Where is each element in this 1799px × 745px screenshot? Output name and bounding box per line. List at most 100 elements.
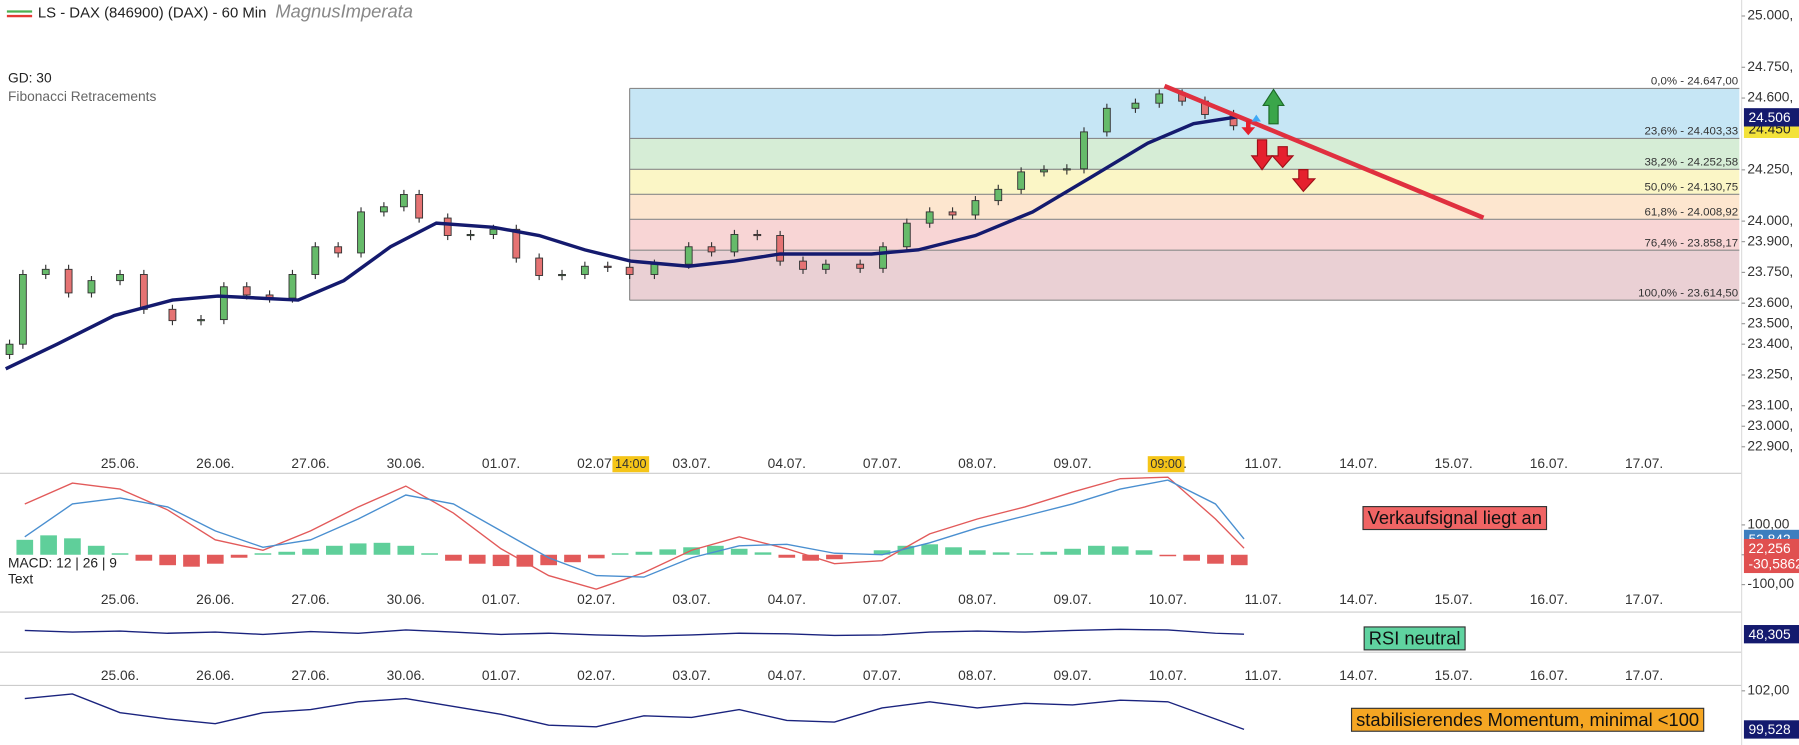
- candle: [357, 211, 365, 254]
- x-tick-label: 03.07.: [672, 456, 710, 471]
- y-tick-label: 23.100,: [1747, 397, 1793, 412]
- candle: [64, 268, 73, 294]
- histogram-bar: [1111, 546, 1129, 555]
- moving-average: [4, 114, 1240, 371]
- fib-label: 0,0% - 24.647,00: [1651, 76, 1738, 88]
- x-tick-label: 27.06.: [291, 456, 329, 471]
- candle: [1080, 131, 1088, 170]
- x-tick-label: 17.07.: [1625, 456, 1663, 471]
- candle: [116, 274, 124, 282]
- histogram-bar: [778, 554, 796, 558]
- candle: [730, 234, 739, 253]
- histogram-bar: [754, 552, 772, 555]
- histogram-bar: [707, 545, 724, 555]
- x-tick-label: 30.06.: [387, 456, 425, 471]
- y-tick-label: 100,00: [1747, 517, 1789, 532]
- candle: [139, 274, 148, 310]
- arrow-down-small: [1241, 120, 1256, 136]
- trend-line: [1163, 83, 1485, 220]
- histogram-bar: [254, 553, 272, 555]
- x-tick-label: 30.06.: [387, 668, 425, 683]
- arrow-down: [1250, 139, 1274, 171]
- histogram-bar: [326, 545, 343, 555]
- candle: [87, 280, 96, 294]
- candle: [535, 257, 544, 276]
- histogram-bar: [302, 548, 319, 555]
- candle: [5, 343, 14, 355]
- tags-layer: 14:0009:0024.45024.50652,84222,256-30,58…: [612, 108, 1799, 739]
- x-tick-label: 27.06.: [291, 592, 329, 607]
- candle: [994, 188, 1003, 202]
- candle: [776, 235, 785, 262]
- x-tick-label: 02.07.: [577, 456, 615, 471]
- histogram-bar: [111, 553, 129, 555]
- price-tag: [1743, 108, 1799, 127]
- y-tick-label: 24.000,: [1747, 213, 1793, 228]
- macd-legend: MACD: 12 | 26 | 9: [8, 556, 117, 571]
- y-tick-label: 24.250,: [1747, 161, 1793, 176]
- histogram-bar: [945, 547, 962, 555]
- macd-line: [24, 476, 1245, 590]
- y-tick-label: 24.750,: [1747, 59, 1793, 74]
- fib-band: [629, 138, 1740, 170]
- x-tick-label: 09.07.: [1053, 592, 1091, 607]
- y-tick-label: 23.500,: [1747, 315, 1793, 330]
- x-tick-label: 01.07.: [482, 592, 520, 607]
- momentum-line: [24, 693, 1245, 731]
- x-tick-label: 08.07.: [958, 668, 996, 683]
- candle: [512, 228, 521, 259]
- fib-label: 76,4% - 23.858,17: [1645, 237, 1739, 249]
- rsi-line: [24, 628, 1245, 637]
- x-tick-label: 17.07.: [1625, 668, 1663, 683]
- histogram-bar: [540, 554, 558, 566]
- candle: [1062, 168, 1071, 171]
- histogram-bar: [445, 554, 462, 561]
- candle: [1102, 107, 1111, 133]
- fib-label: 38,2% - 24.252,58: [1645, 156, 1739, 168]
- candle: [603, 265, 612, 268]
- candle: [879, 246, 887, 269]
- annotation-label: RSI neutral: [1369, 627, 1461, 648]
- y-tick-label: 23.900,: [1747, 233, 1793, 248]
- y-tick-label: 25.000,: [1747, 8, 1793, 23]
- histogram-bar: [1016, 553, 1034, 555]
- chart-subtitle: MagnusImperata: [275, 0, 413, 21]
- candle: [799, 260, 807, 270]
- drawings: [1163, 83, 1485, 220]
- x-tick-label: 04.07.: [768, 668, 806, 683]
- x-tick-label: 15.07.: [1434, 668, 1472, 683]
- histogram-bar: [992, 552, 1010, 555]
- x-tick-label: 16.07.: [1530, 668, 1568, 683]
- candle: [1040, 169, 1048, 173]
- histogram-bar: [802, 554, 819, 561]
- candle: [1017, 171, 1026, 190]
- histogram-bar: [16, 539, 34, 555]
- candle: [415, 194, 424, 219]
- x-tick-label: 09.07.: [1053, 456, 1091, 471]
- histogram-bar: [587, 554, 605, 559]
- y-tick-label: 23.000,: [1747, 418, 1793, 433]
- x-tick-label: 26.06.: [196, 668, 234, 683]
- histogram-bar: [183, 554, 200, 567]
- candle: [856, 263, 865, 269]
- candle: [1131, 102, 1140, 109]
- candle: [948, 211, 957, 216]
- histogram-bar: [278, 551, 296, 555]
- price-tag-label: 22,256: [1749, 541, 1791, 556]
- price-tag-label: -30,5862: [1749, 557, 1799, 572]
- price-tag: [1743, 625, 1799, 644]
- annotation-box: [1363, 626, 1466, 651]
- fib-label: 61,8% - 24.008,92: [1645, 206, 1739, 218]
- annotation-box: [1362, 506, 1548, 531]
- histogram-bar: [1135, 550, 1153, 555]
- histogram-bar: [135, 554, 153, 561]
- x-tick-label: 08.07.: [958, 592, 996, 607]
- x-tick-label: 03.07.: [672, 668, 710, 683]
- fib-band: [629, 194, 1740, 220]
- candle: [443, 217, 452, 236]
- arrow-up-small: [1251, 114, 1261, 122]
- y-tick-label: 23.750,: [1747, 264, 1793, 279]
- x-tick-label: 15.07.: [1434, 592, 1472, 607]
